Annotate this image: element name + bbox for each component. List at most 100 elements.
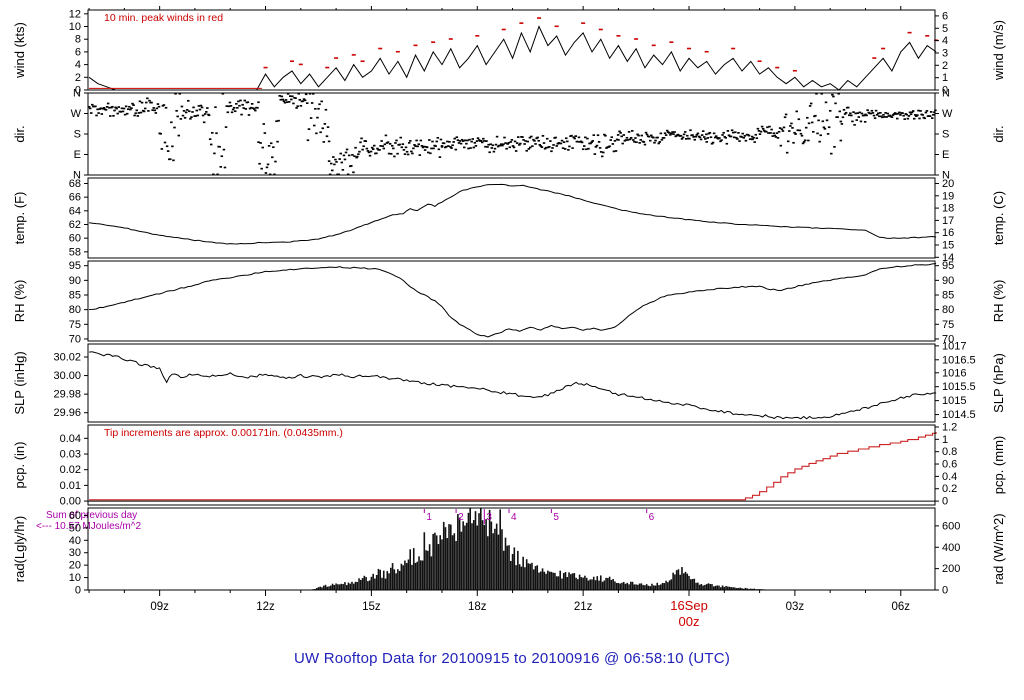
rad-bar <box>651 583 653 590</box>
wind-dir-dot <box>840 123 844 125</box>
rad-bar <box>719 587 722 590</box>
rad-bar <box>704 584 706 590</box>
wind-dir-dot <box>632 139 635 141</box>
wind-dir-dot <box>917 109 920 112</box>
wind-gust-mark <box>669 41 674 43</box>
rad-bar <box>640 583 643 590</box>
y-tick-label: 0 <box>942 496 948 508</box>
panel-slp: 29.96 29.98 30.00 30.02 1014.5 1015 1015.5 1016… <box>12 340 1006 423</box>
rad-bar <box>317 587 320 590</box>
rad-bar <box>495 523 498 590</box>
rad-bar <box>689 579 692 590</box>
wind-dir-dot <box>576 140 580 143</box>
wind-dir-dot <box>759 130 763 133</box>
wind-dir-dot <box>662 137 666 139</box>
rad-bar <box>409 549 412 590</box>
wind-dir-dot <box>510 139 514 141</box>
wind-dir-dot <box>205 111 208 113</box>
wind-dir-dot <box>884 112 887 114</box>
wind-dir-dot <box>303 99 307 102</box>
wind-dir-dot <box>916 114 919 117</box>
wind-gust-mark <box>598 28 603 31</box>
wind-dir-dot <box>602 151 605 154</box>
wind-dir-dot <box>618 130 621 133</box>
rad-bar <box>379 569 382 590</box>
wind-dir-dot <box>320 100 323 103</box>
rad-bar <box>547 570 549 590</box>
rad-bar <box>562 573 565 590</box>
rad-bar <box>322 585 325 590</box>
wind-dir-dot <box>457 142 461 144</box>
wind-dir-dot <box>260 167 263 170</box>
wind-dir-dot <box>550 150 553 153</box>
wind-dir-dot <box>278 95 281 97</box>
rad-bar <box>693 578 696 590</box>
wind-dir-dot <box>309 117 313 119</box>
wind-dir-dot <box>203 113 207 115</box>
rad-bar <box>499 509 502 590</box>
rad-bar <box>467 512 470 590</box>
wind-dir-dot <box>225 105 228 107</box>
wind-dir-dot <box>458 140 462 142</box>
rad-bar <box>347 582 350 590</box>
y-tick-label: 0.2 <box>942 483 957 495</box>
y-tick-label: 0 <box>942 85 948 97</box>
right-axis-title-rh: RH (%) <box>991 280 1006 323</box>
wind-dir-dot <box>460 138 464 141</box>
rad-bar <box>321 587 323 590</box>
wind-dir-dot <box>124 105 128 108</box>
wind-dir-dot <box>630 129 634 132</box>
wind-dir-dot <box>430 147 433 150</box>
wind-dir-dot <box>155 107 159 110</box>
wind-dir-dot <box>156 103 160 105</box>
wind-dir-dot <box>932 113 935 116</box>
wind-gust-mark <box>616 35 621 37</box>
rad-sum-annotation-line2: <--- 10.57 MJoules/m^2 <box>36 521 141 532</box>
rad-bar <box>548 571 551 590</box>
wind-dir-dot <box>806 116 809 119</box>
y-tick-label: 1015.5 <box>942 381 976 393</box>
wind-dir-dot <box>923 117 927 120</box>
wind-dir-dot <box>599 151 603 153</box>
wind-dir-dot <box>680 138 684 140</box>
y-tick-label: 17 <box>942 215 954 227</box>
rad-bar <box>659 584 662 590</box>
rad-bar <box>734 587 736 590</box>
rad-bar <box>367 581 369 590</box>
rad-bar <box>435 535 438 590</box>
wind-dir-dot <box>555 145 558 147</box>
rad-bar <box>532 569 535 590</box>
wind-dir-dot <box>471 138 474 140</box>
panel-frame <box>87 9 936 91</box>
wind-dir-dot <box>750 135 754 138</box>
wind-dir-dot <box>472 146 476 149</box>
wind-dir-dot <box>367 151 371 154</box>
wind-dir-dot <box>345 148 349 151</box>
x-tick-label2: 00z <box>679 614 700 629</box>
wind-dir-dot <box>323 123 327 125</box>
y-tick-label: 0.04 <box>60 433 81 445</box>
rad-bar <box>695 582 697 590</box>
wind-dir-dot <box>757 129 761 132</box>
wind-dir-dot <box>856 112 860 114</box>
wind-dir-dot <box>626 139 630 141</box>
wind-dir-dot <box>663 132 667 135</box>
wind-dir-dot <box>289 95 292 97</box>
wind-dir-dot <box>858 111 862 114</box>
rad-bar <box>384 578 387 590</box>
wind-dir-dot <box>322 141 326 143</box>
rad-bar <box>735 588 738 590</box>
wind-dir-dot <box>271 156 274 159</box>
wind-dir-dot <box>852 111 855 113</box>
y-tick-label: 75 <box>942 319 954 331</box>
wind-dir-dot <box>494 143 498 146</box>
wind-dir-dot <box>619 132 622 134</box>
wind-dir-dot <box>145 101 148 104</box>
wind-dir-dot <box>305 102 309 105</box>
wind-dir-dot <box>143 107 147 110</box>
wind-dir-dot <box>930 117 934 119</box>
rad-bar <box>555 576 558 590</box>
wind-dir-dot <box>160 148 164 150</box>
